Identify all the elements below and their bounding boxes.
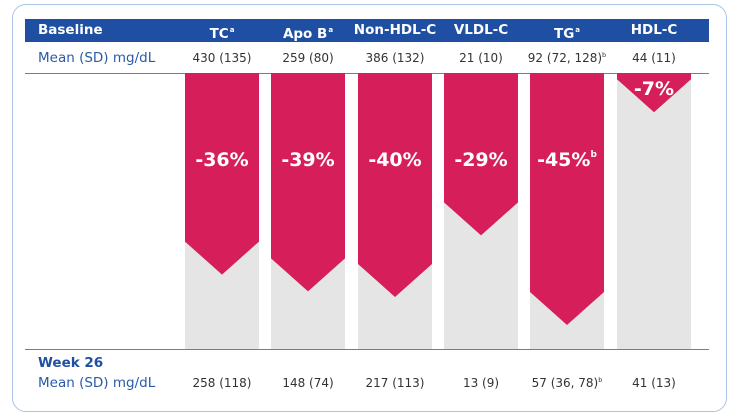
baseline-value: 259 (80) [282,51,334,65]
column-header-hdl-c: HDL-C [630,22,678,38]
baseline-value: 21 (10) [459,51,503,65]
week-divider [25,349,709,350]
percent-change-label: -39% [281,149,335,171]
week-row-label: Mean (SD) mg/dL [38,375,156,391]
baseline-value: 430 (135) [192,51,252,65]
percent-change-label: -7% [633,78,675,100]
reduction-bar [358,73,432,297]
reduction-bar [185,73,259,275]
percent-change-label: -29% [454,149,508,171]
baseline-value: 386 (132) [365,51,425,65]
reduction-bar [271,73,345,292]
week26-value: 258 (118) [192,376,252,390]
reduction-bar [444,73,518,236]
column-header-tg: TGa [553,26,581,42]
baseline-value: 44 (11) [632,51,676,65]
header-bar [25,19,709,42]
baseline-row-label: Mean (SD) mg/dL [38,50,156,66]
percent-change-label: -40% [368,149,422,171]
week26-value: 57 (36, 78)b [531,376,603,390]
baseline-label: Baseline [38,22,103,38]
column-header-tc: TCa [209,26,235,42]
reduction-bar [617,73,691,113]
percent-change-label: -36% [195,149,249,171]
week-label: Week 26 [38,355,104,371]
week26-value: 217 (113) [365,376,425,390]
background-bar [617,73,691,349]
baseline-value: 92 (72, 128)b [527,51,607,65]
percent-change-label: -45%b [537,149,597,171]
reduction-bar [530,73,604,325]
week26-value: 41 (13) [632,376,676,390]
column-header-apo-b: Apo Ba [282,26,334,42]
week26-value: 13 (9) [462,376,500,390]
week26-value: 148 (74) [282,376,334,390]
column-header-vldl-c: VLDL-C [453,22,509,38]
column-header-non-hdl-c: Non-HDL-C [353,22,437,38]
